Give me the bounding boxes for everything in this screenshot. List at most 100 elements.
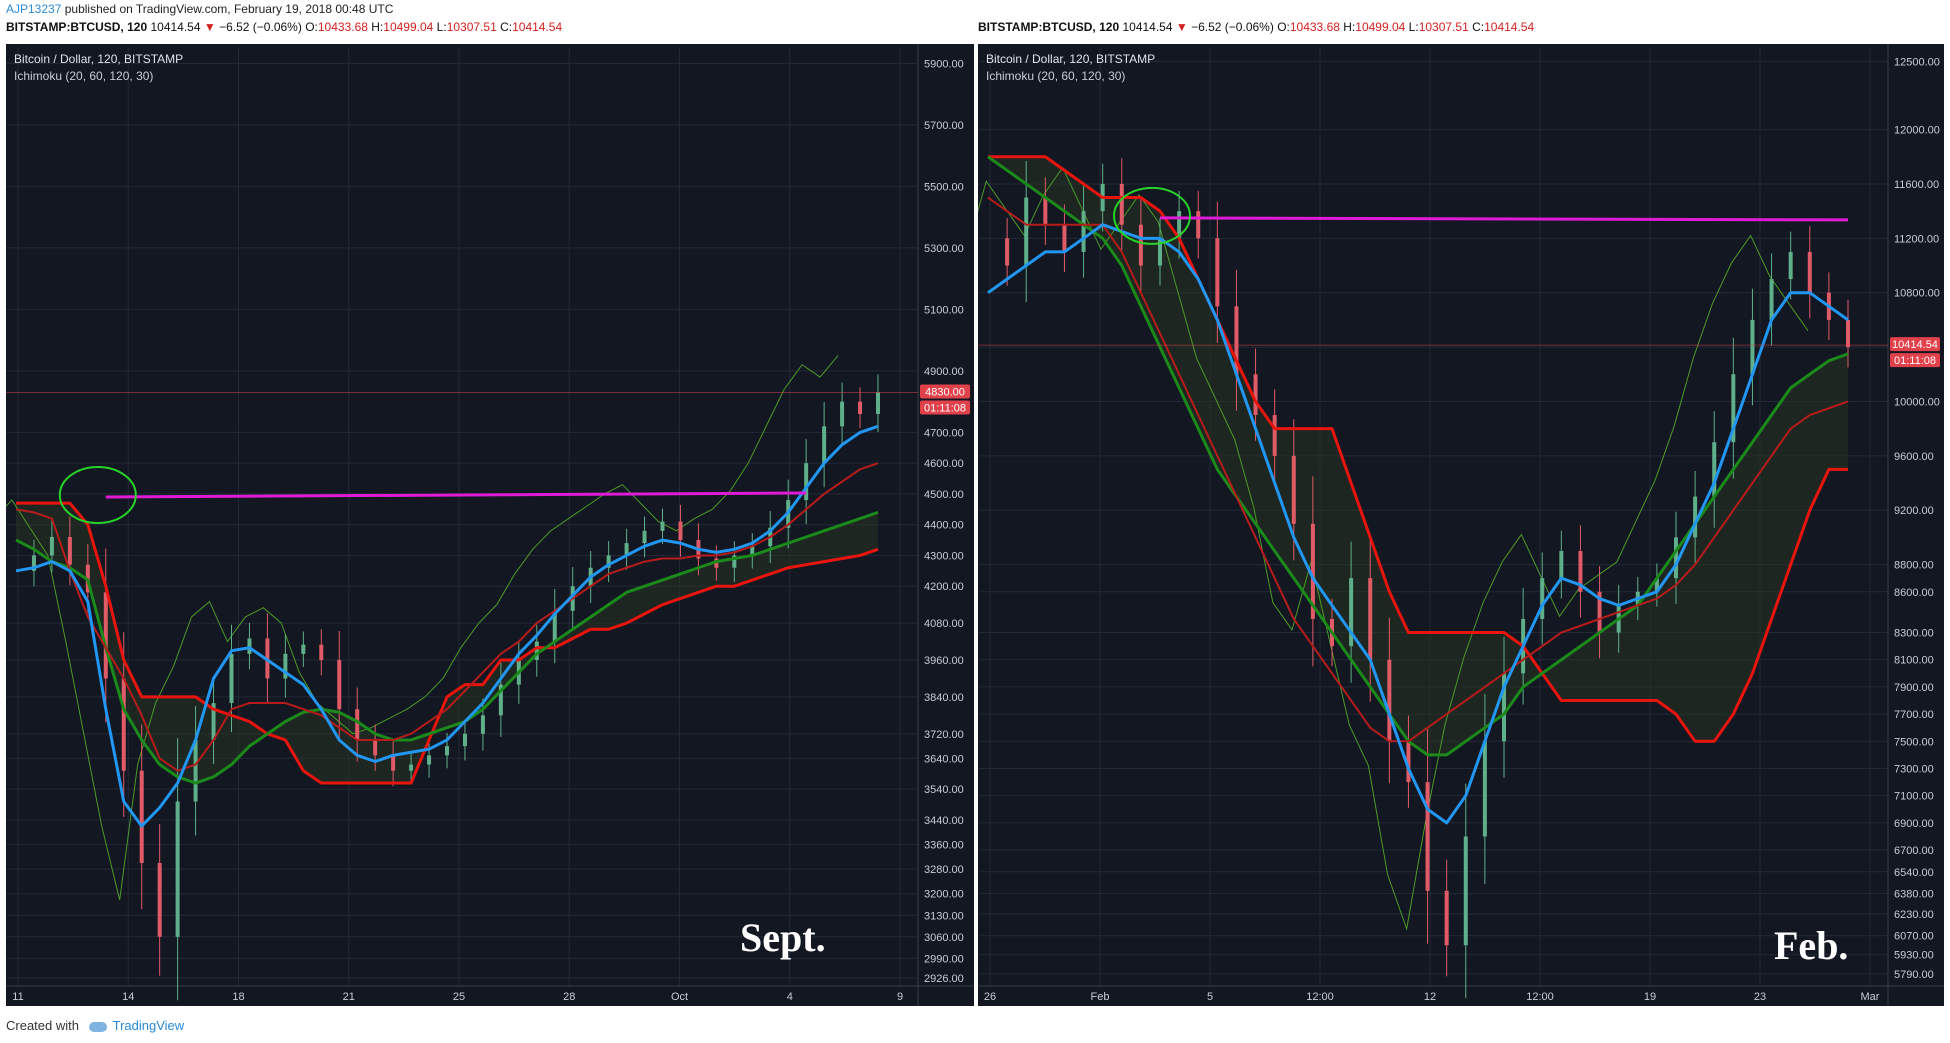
y-tick-label: 3440.00 <box>924 815 964 827</box>
candle-body <box>1368 578 1373 660</box>
candle-body <box>1597 591 1602 633</box>
candle-body <box>139 770 144 863</box>
candle-body <box>67 536 72 565</box>
candle-body <box>822 426 827 464</box>
candle-body <box>1406 741 1411 783</box>
x-tick-label: 9 <box>897 991 903 1003</box>
price-badge <box>920 384 970 399</box>
chart-canvas-feb[interactable]: 12500.00 12000.00 11600.00 11200.00 10800.00… <box>947 44 1944 1006</box>
chikou-span-line <box>0 355 839 901</box>
y-tick-label: 4700.00 <box>924 427 964 439</box>
y-tick-label: 4500.00 <box>924 489 964 501</box>
y-tick-label: 4200.00 <box>924 581 964 593</box>
timer-badge <box>920 400 970 415</box>
published-text: published on TradingView.com, February 1… <box>64 2 394 16</box>
candle-body <box>750 546 755 556</box>
month-annotation: Sept. <box>740 915 826 960</box>
high-value: 10499.04 <box>383 20 434 34</box>
timer-badge <box>1890 353 1940 368</box>
high-value: 10499.04 <box>1355 20 1406 34</box>
resistance-line <box>105 491 807 499</box>
chart-panel-feb[interactable]: 12500.00 12000.00 11600.00 11200.00 10800.00… <box>947 44 1944 1006</box>
last-price: 10414.54 <box>1122 20 1173 34</box>
candle-body <box>1788 251 1793 280</box>
candle-body <box>103 592 108 679</box>
y-tick-label: 5300.00 <box>924 243 964 255</box>
candle-body <box>1024 197 1029 266</box>
close-value: 10414.54 <box>1484 20 1535 34</box>
senkou-span-b-line <box>988 155 1848 743</box>
candle-body <box>229 653 234 704</box>
candle-body <box>283 653 288 679</box>
author-link[interactable]: AJP13237 <box>6 2 62 16</box>
y-tick-label: 3720.00 <box>924 729 964 741</box>
candle-body <box>1196 211 1201 239</box>
price-badge-label: 10414.54 <box>1892 339 1938 351</box>
x-tick-label: Mar <box>1861 991 1880 1003</box>
down-arrow-icon: ▼ <box>203 20 216 34</box>
candle-body <box>157 862 162 937</box>
candle-body <box>1482 741 1487 837</box>
y-tick-label: 5500.00 <box>924 181 964 193</box>
senkou-span-a-line <box>987 155 1849 757</box>
candle-body <box>462 733 467 747</box>
indicator-label: Ichimoku (20, 60, 120, 30) <box>14 69 154 83</box>
quote-line-right: BITSTAMP:BTCUSD, 120 10414.54 ▼ −6.52 (−… <box>978 20 1534 34</box>
y-tick-label: 10000.00 <box>1894 396 1940 408</box>
candle-body <box>49 536 54 556</box>
y-tick-label: 3130.00 <box>924 910 964 922</box>
candle-body <box>606 555 611 568</box>
x-tick-label: 23 <box>1754 991 1766 1003</box>
y-tick-label: 7100.00 <box>1894 791 1934 803</box>
price-badge-label: 4830.00 <box>925 386 965 398</box>
x-tick-label: 12 <box>1424 991 1436 1003</box>
candle-body <box>409 764 414 771</box>
candle-body <box>301 644 306 654</box>
kijun-sen-line <box>987 196 1849 743</box>
candle-body <box>534 641 539 661</box>
y-tick-label: 5100.00 <box>924 304 964 316</box>
close-value: 10414.54 <box>512 20 563 34</box>
candle-body <box>391 755 396 771</box>
candle-body <box>1559 550 1564 579</box>
x-tick-label: 11 <box>12 991 23 1003</box>
close-label: C: <box>1472 20 1485 34</box>
resistance-line <box>1159 216 1849 222</box>
candle-body <box>1253 374 1258 416</box>
candle-body <box>1062 224 1067 252</box>
highlight-circle <box>58 466 137 525</box>
y-tick-label: 3280.00 <box>924 864 964 876</box>
x-tick-label: 5 <box>1207 991 1213 1003</box>
y-tick-label: 6540.00 <box>1894 867 1934 879</box>
y-tick-label: 2926.00 <box>924 973 964 985</box>
chart-panel-sept[interactable]: 5900.00 5700.00 5500.00 5300.00 5100.00 4900.… <box>0 44 974 1006</box>
y-tick-label: 7700.00 <box>1894 709 1934 721</box>
y-tick-label: 8100.00 <box>1894 655 1934 667</box>
candle-body <box>498 684 503 716</box>
chart-canvas-sept[interactable]: 5900.00 5700.00 5500.00 5300.00 5100.00 4900.… <box>0 44 974 1006</box>
grid <box>978 48 1888 986</box>
senkou-span-b-line <box>16 501 879 785</box>
candle-body <box>355 709 360 740</box>
indicator-label: Ichimoku (20, 60, 120, 30) <box>986 69 1126 83</box>
y-tick-label: 12000.00 <box>1894 125 1940 137</box>
y-tick-label: 9600.00 <box>1894 451 1934 463</box>
candle-body <box>1158 238 1162 266</box>
candle-body <box>1272 415 1277 456</box>
y-tick-label: 6700.00 <box>1894 845 1934 857</box>
candle-body <box>678 521 683 541</box>
tradingview-link[interactable]: TradingView <box>112 1018 185 1033</box>
candle-body <box>552 610 557 642</box>
x-tick-label: 12:00 <box>1306 991 1334 1003</box>
low-label: L: <box>436 20 447 34</box>
candle-body <box>373 739 378 756</box>
y-tick-label: 6380.00 <box>1894 889 1934 901</box>
candle-body <box>1215 238 1220 307</box>
low-value: 10307.51 <box>1418 20 1469 34</box>
price-badge <box>1890 337 1940 352</box>
candle-body <box>1654 578 1659 592</box>
candle-body <box>642 530 647 544</box>
candle-body <box>804 463 809 501</box>
open-value: 10433.68 <box>317 20 368 34</box>
y-tick-label: 8600.00 <box>1894 587 1934 599</box>
